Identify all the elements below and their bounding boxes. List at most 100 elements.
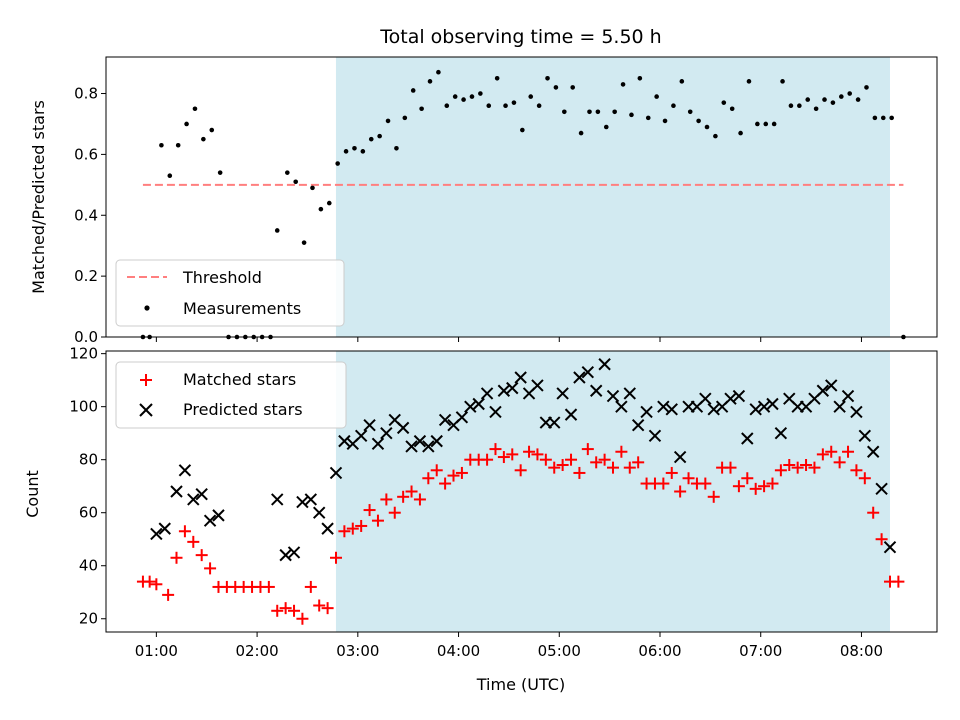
predicted-star-point [187,493,200,506]
bottom-ytick-label: 20 [79,610,98,628]
predicted-star-point [158,522,171,535]
measurement-point [788,103,794,108]
predicted-star-point [766,397,779,411]
matched-star-point [875,533,888,546]
measurement-point [452,94,458,99]
matched-star-point [514,464,527,477]
measurement-point [478,91,483,96]
predicted-star-point [304,493,318,506]
matched-star-point [657,477,670,490]
measurement-point [436,69,441,75]
measurement-point [603,124,609,130]
predicted-star-point [380,426,393,440]
matched-star-point [150,578,163,591]
predicted-star-point [615,400,628,413]
matched-star-point [800,458,813,471]
predicted-star-point [875,482,888,496]
measurement-point [469,94,475,99]
measurement-point [671,103,676,108]
measurement-point [771,121,777,127]
matched-star-point [581,443,594,456]
matched-star-point [329,551,342,564]
matched-star-point [346,522,359,535]
matched-star-point [808,461,821,474]
measurement-point [721,100,727,105]
measurement-point [855,97,861,102]
matched-star-point [825,445,838,458]
measurement-point [486,103,492,108]
predicted-legend-label: Predicted stars [183,400,303,419]
measurement-point [545,76,550,81]
bottom-xtick-label: 05:00 [538,642,581,660]
matched-star-point [262,580,275,593]
measurement-point [864,85,869,90]
top-legend-box [115,259,345,327]
predicted-star-point [422,440,435,453]
matched-star-point [548,461,561,474]
bottom-legend: Matched stars Predicted stars [115,361,347,429]
measurement-point [159,142,164,148]
matched-star-point [430,464,443,477]
predicted-star-point [455,411,469,424]
predicted-star-point [150,527,163,541]
matched-star-point [858,472,871,485]
bottom-ytick-label: 120 [69,345,98,363]
matched-star-point [143,575,156,588]
predicted-star-point [640,405,653,419]
measurement-point [536,103,542,108]
predicted-star-point [564,408,578,421]
measurement-point [368,136,374,142]
matched-star-point [606,461,619,474]
measurement-point [763,121,769,127]
predicted-star-point [866,445,880,458]
measurement-point [704,124,710,130]
predicted-star-point [413,434,427,448]
measurement-point [503,103,508,108]
measurement-point [461,97,466,102]
matched-star-point [892,575,905,588]
measurement-point [562,109,567,115]
measurements-legend-label: Measurements [183,299,301,318]
matched-star-point [707,490,720,503]
measurement-point [184,121,189,127]
top-shaded-span [335,57,890,337]
predicted-star-point [472,397,485,411]
matched-star-point [170,551,183,564]
predicted-star-point [329,466,343,480]
matched-star-point [523,445,536,458]
predicted-star-point [749,403,762,416]
threshold-legend-label: Threshold [182,268,262,287]
predicted-star-point [850,405,863,419]
measurement-point [713,133,718,139]
measurement-point [880,115,886,121]
measurement-point [755,121,760,127]
measurement-point [629,112,634,118]
measurement-point [813,106,819,112]
matched-star-point [304,580,317,593]
measurement-point [167,173,173,178]
predicted-star-point [203,514,217,527]
predicted-star-point [631,419,645,432]
matched-star-point [774,464,787,477]
measurement-point [285,170,290,175]
matched-star-point [455,466,468,479]
bottom-xlabel: Time (UTC) [476,675,565,694]
measurement-point [797,103,802,108]
measurement-point [662,118,668,124]
measurement-point [830,100,836,105]
predicted-star-point [841,389,855,403]
measurement-point [587,109,592,115]
matched-star-point [665,466,678,479]
matched-star-point [288,604,301,617]
measurement-point [217,170,223,175]
measurement-point [729,106,735,112]
matched-star-point [816,448,829,461]
predicted-star-point [195,487,208,501]
predicted-star-point [606,389,620,403]
measurement-point [738,130,743,136]
predicted-star-point [623,387,636,400]
measurement-point [402,115,408,121]
measurement-point [385,118,391,124]
measurement-point [696,118,701,124]
matched-star-point [195,549,208,562]
